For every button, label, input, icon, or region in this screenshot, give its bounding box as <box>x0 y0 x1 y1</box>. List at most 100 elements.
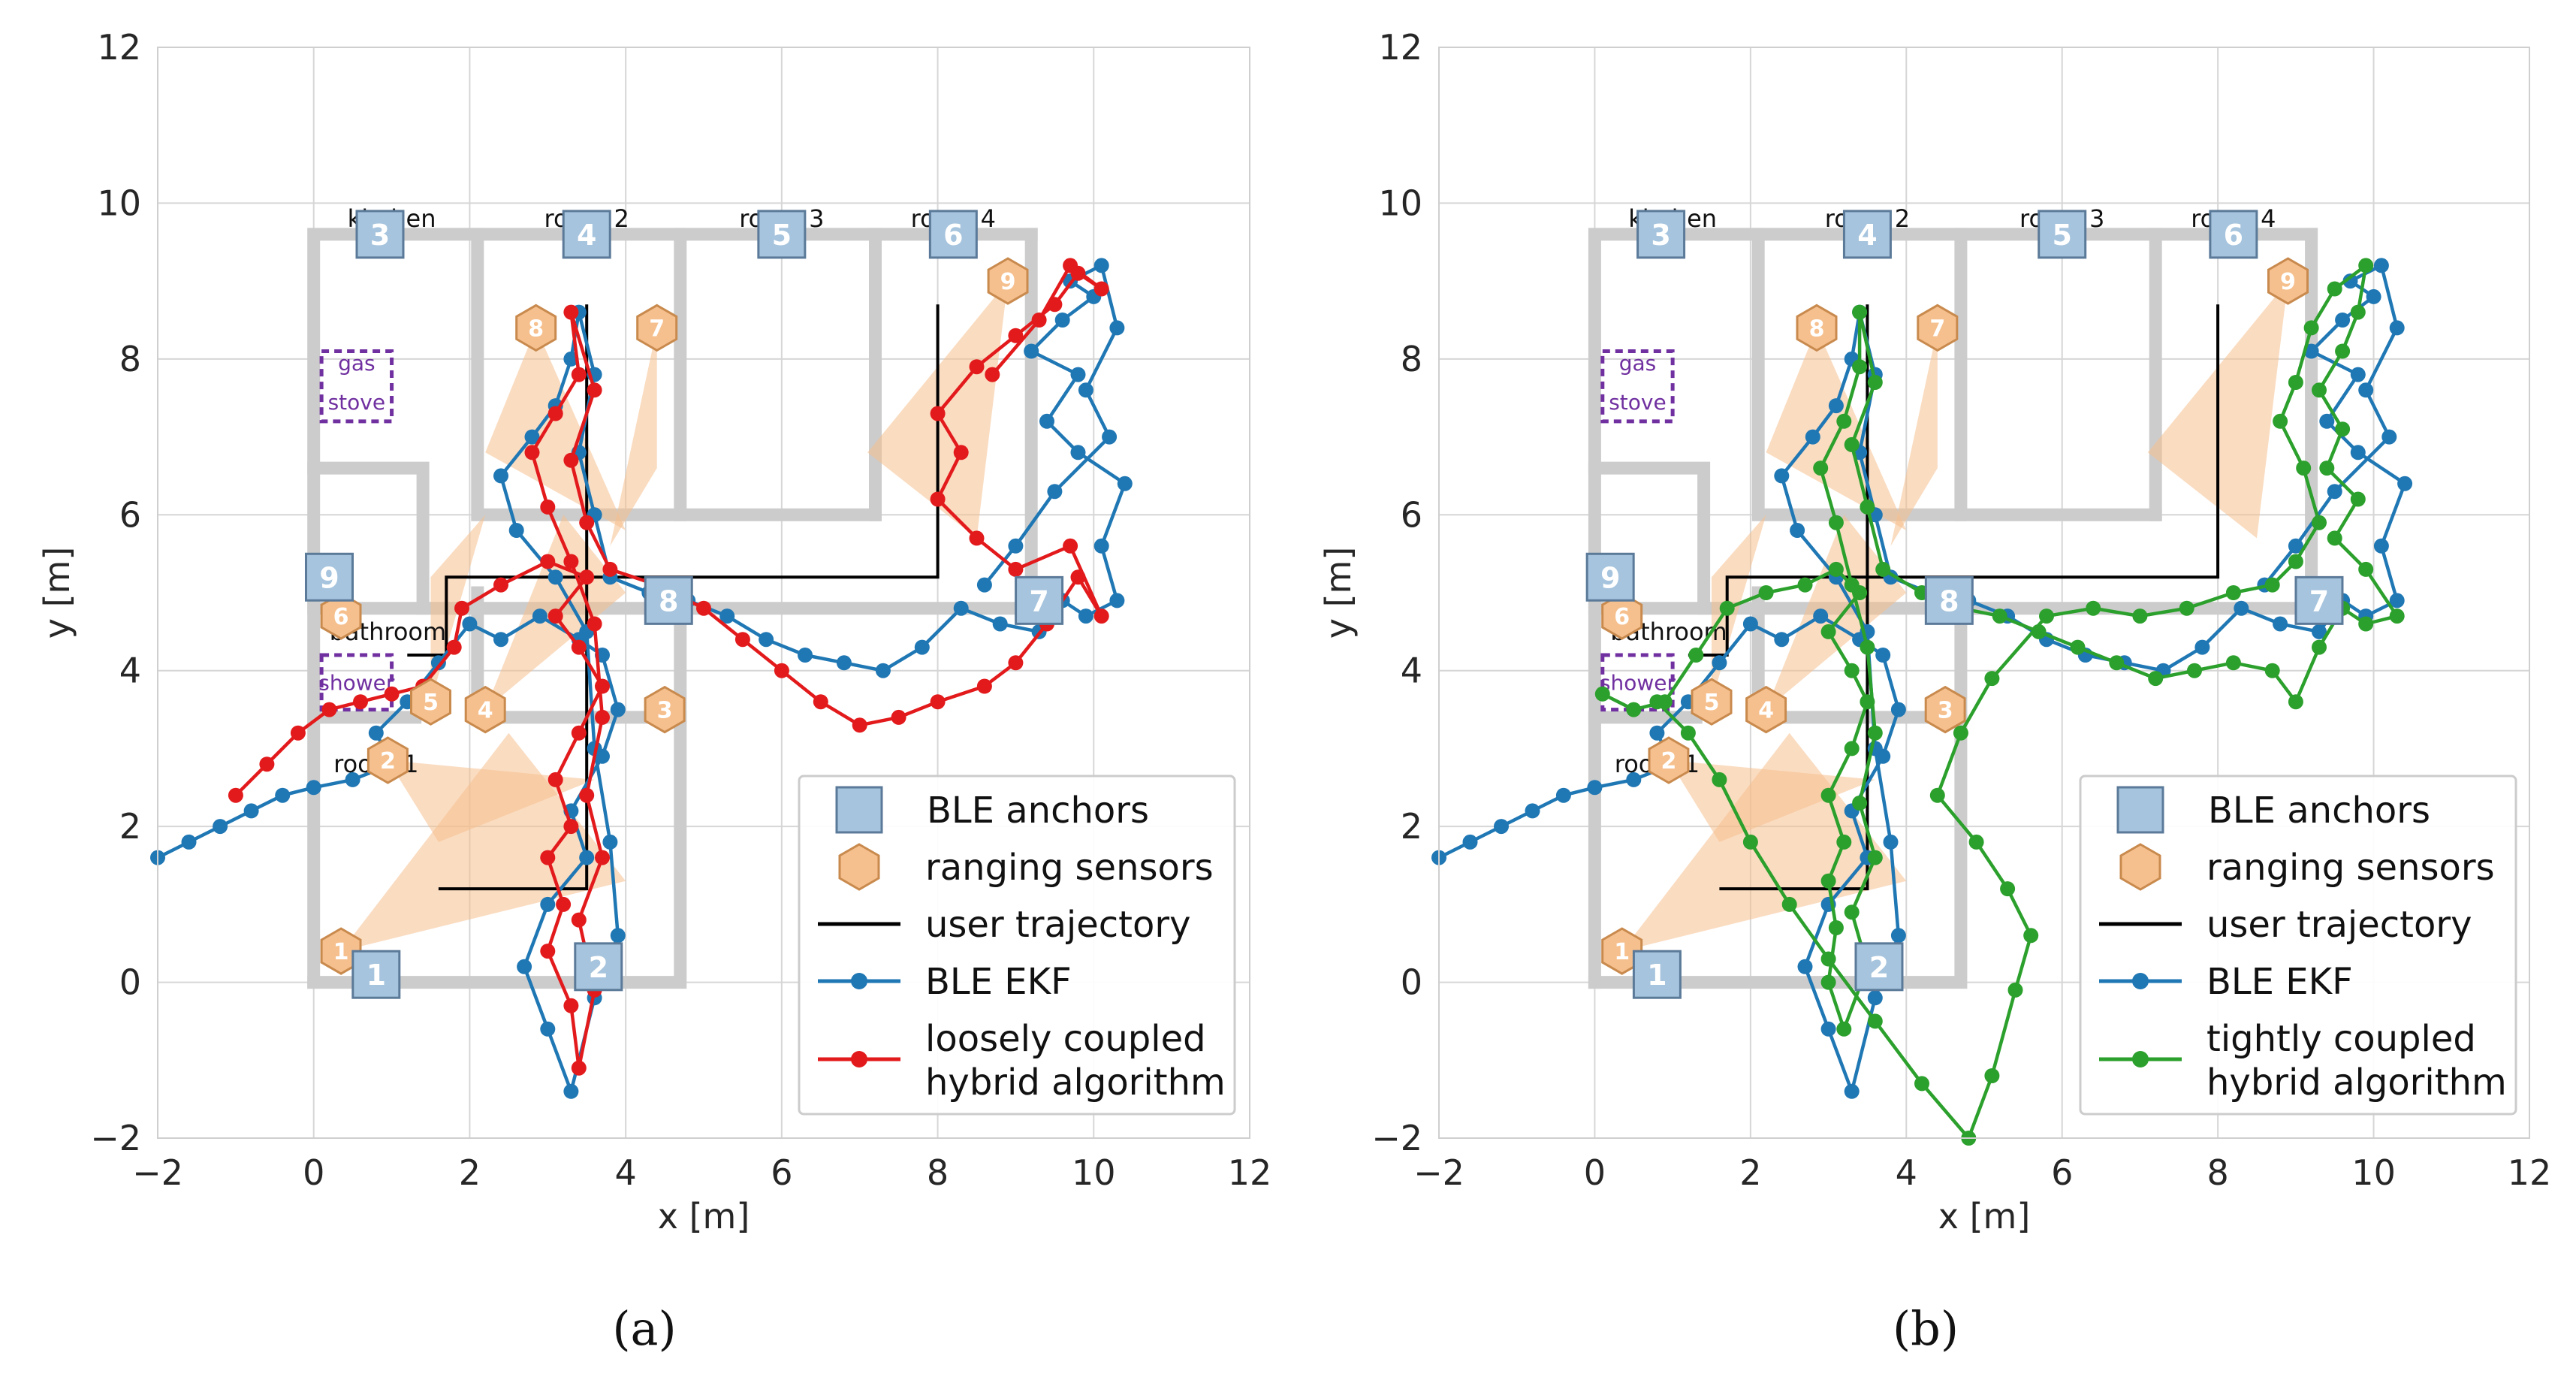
hybrid-point <box>1852 359 1868 375</box>
ble-ekf-point <box>540 1021 556 1037</box>
ranging-sensor-marker <box>1924 685 1966 734</box>
y-tick-label: 8 <box>119 339 141 379</box>
ble-ekf-point <box>517 959 532 974</box>
ble-ekf-point <box>345 772 360 787</box>
hybrid-point <box>2086 600 2101 616</box>
x-tick-label: 12 <box>1228 1152 1272 1193</box>
ble-ekf-point <box>532 608 547 624</box>
ble-anchor-marker <box>1636 210 1686 259</box>
ble-ekf-point <box>1626 772 1642 787</box>
hybrid-point <box>1594 686 1610 702</box>
hybrid-point <box>1093 608 1109 624</box>
ble-ekf-point <box>275 787 291 803</box>
ble-ekf-point <box>610 928 626 944</box>
hybrid-point <box>353 694 368 710</box>
hybrid-point <box>595 709 610 725</box>
ble-ekf-point <box>540 896 556 912</box>
hybrid-point <box>969 530 985 546</box>
hybrid-point <box>1929 787 1945 803</box>
ranging-sensor-id: 2 <box>1661 748 1677 775</box>
hybrid-point <box>524 445 540 461</box>
ble-anchor-marker <box>1924 575 1974 625</box>
floor-wall <box>1751 228 2162 521</box>
ranging-sensor-marker <box>1917 303 1959 352</box>
ble-ekf-point <box>1070 445 1086 461</box>
ranging-sensor-id: 5 <box>423 690 439 716</box>
ble-ekf-point <box>579 850 595 865</box>
ble-anchor-id: 8 <box>659 584 678 618</box>
ble-ekf-point <box>1008 538 1024 554</box>
ble-ekf-point <box>1054 313 1070 328</box>
x-tick-label: 8 <box>927 1152 949 1193</box>
hybrid-point <box>556 896 572 912</box>
ble-ekf-point <box>1039 413 1054 429</box>
ble-ekf-point <box>836 655 852 671</box>
hybrid-point <box>540 499 556 515</box>
legend-box <box>2079 775 2517 1116</box>
hybrid-point <box>595 678 610 694</box>
ble-ekf-point <box>1867 990 1883 1006</box>
ble-anchor-id: 9 <box>1600 561 1620 594</box>
hybrid-point <box>2070 639 2086 655</box>
ble-ekf-point <box>181 834 197 850</box>
ble-ekf-point <box>1828 398 1844 414</box>
x-tick-label: 10 <box>2351 1152 2396 1193</box>
ble-ekf-point <box>602 834 618 850</box>
gas-stove-label: stove <box>328 390 386 415</box>
x-tick-label: 0 <box>1584 1152 1606 1193</box>
hybrid-point <box>1844 904 1860 920</box>
ble-anchor-id: 1 <box>366 959 386 992</box>
hybrid-point <box>2350 304 2366 320</box>
ble-ekf-point <box>1774 632 1790 648</box>
hybrid-point <box>587 616 602 632</box>
x-tick-label: 6 <box>771 1152 792 1193</box>
ble-ekf-point <box>1047 484 1063 500</box>
hybrid-point <box>1852 304 1868 320</box>
y-tick-label: 8 <box>1401 339 1422 379</box>
ble-anchor-marker <box>1585 552 1635 602</box>
hybrid-point <box>2312 639 2327 655</box>
y-tick-label: 0 <box>1401 962 1422 1003</box>
ble-ekf-point <box>2373 538 2389 554</box>
hybrid-point <box>2335 421 2351 437</box>
sensor-fov <box>1766 328 1907 530</box>
hybrid-point <box>953 445 969 461</box>
hybrid-point <box>1867 725 1883 741</box>
y-tick-label: 4 <box>119 651 141 691</box>
ble-ekf-point <box>1093 258 1109 273</box>
hybrid-point <box>1688 648 1704 663</box>
hybrid-point <box>1984 1068 2000 1083</box>
legend-label: BLE EKF <box>925 961 1072 1003</box>
hybrid-point <box>563 998 579 1013</box>
hybrid-point <box>1093 281 1109 297</box>
ble-ekf-point <box>368 725 384 741</box>
legend-label: BLE anchors <box>2208 790 2430 832</box>
ble-anchor-id: 7 <box>1029 584 1048 618</box>
ble-ekf-point <box>1078 608 1093 624</box>
y-tick-label: 2 <box>1401 806 1422 847</box>
ranging-sensor-id: 2 <box>380 748 396 775</box>
ble-ekf-point <box>1742 616 1758 632</box>
ranging-sensor-marker <box>1601 927 1643 975</box>
gas-stove-box <box>319 349 394 424</box>
ble-ekf-point <box>2335 313 2351 328</box>
ble-anchor-id: 4 <box>1857 219 1877 252</box>
ble-anchor-marker <box>562 210 611 259</box>
ranging-sensor-id: 8 <box>1809 316 1825 342</box>
ble-ekf-point <box>1875 648 1891 663</box>
hybrid-point <box>1992 608 2007 624</box>
hybrid-point <box>2288 694 2303 710</box>
hybrid-point <box>602 561 618 577</box>
hybrid-point <box>1008 561 1024 577</box>
hybrid-point <box>1781 896 1797 912</box>
ble-anchor-id: 9 <box>319 561 339 594</box>
hybrid-point <box>571 1060 587 1076</box>
ranging-sensor-marker <box>1796 303 1838 352</box>
ble-anchor-marker <box>304 552 354 602</box>
hybrid-point <box>540 554 556 569</box>
ble-ekf-point <box>2327 484 2342 500</box>
x-axis-label: x [m] <box>1938 1196 2031 1237</box>
ranging-sensor-id: 1 <box>333 939 349 965</box>
